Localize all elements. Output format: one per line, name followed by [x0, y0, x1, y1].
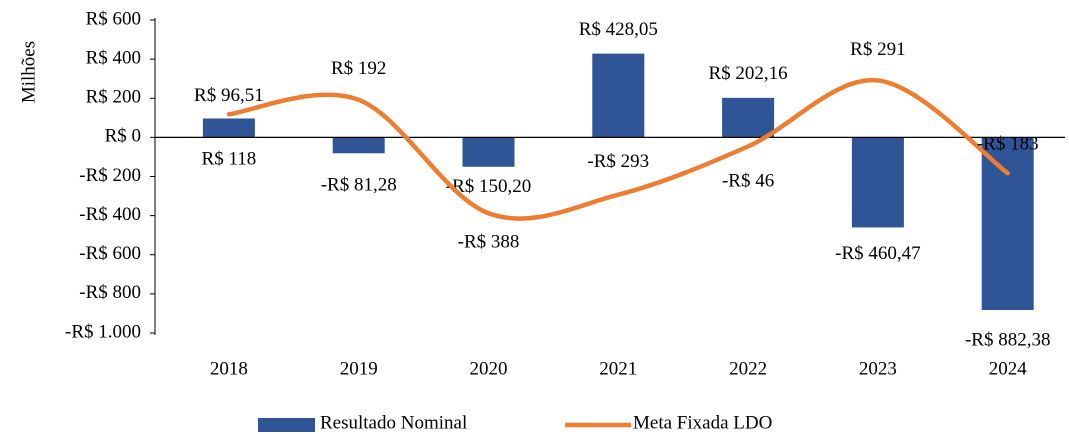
data-label: R$ 118 [202, 149, 257, 170]
x-tick-label: 2024 [989, 358, 1028, 379]
data-label: R$ 291 [850, 39, 905, 60]
x-tick-label: 2019 [340, 358, 378, 379]
x-tick-label: 2018 [210, 358, 248, 379]
y-tick-label: -R$ 1.000 [65, 321, 141, 342]
data-label: R$ 428,05 [579, 19, 658, 40]
bar [981, 137, 1034, 310]
y-tick-label: R$ 400 [86, 47, 141, 68]
bar [202, 118, 255, 138]
y-tick-label: -R$ 800 [79, 282, 141, 303]
y-tick-label: -R$ 400 [79, 204, 141, 225]
bar [462, 137, 515, 167]
data-label: R$ 192 [331, 58, 386, 79]
x-tick-label: 2022 [729, 358, 767, 379]
bar [332, 137, 385, 154]
bar [851, 137, 904, 228]
x-tick-label: 2020 [470, 358, 508, 379]
data-label: R$ 202,16 [709, 63, 788, 84]
data-label: -R$ 293 [587, 151, 649, 172]
y-tick-label: R$ 200 [86, 87, 141, 108]
y-tick-label: R$ 600 [86, 8, 141, 29]
y-tick-label: R$ 0 [105, 126, 141, 147]
line [226, 78, 1010, 221]
data-label: -R$ 460,47 [835, 243, 921, 264]
data-label: R$ 96,51 [194, 85, 264, 106]
y-axis-label: Milhões [18, 41, 39, 103]
data-label: -R$ 150,20 [446, 176, 532, 197]
y-tick-label: -R$ 600 [79, 243, 141, 264]
x-tick-label: 2021 [599, 358, 637, 379]
bar [592, 53, 645, 138]
data-label: -R$ 183 [977, 134, 1039, 155]
y-tick-label: -R$ 200 [79, 165, 141, 186]
x-tick-label: 2023 [859, 358, 897, 379]
data-label: -R$ 882,38 [965, 329, 1051, 350]
bar [722, 97, 775, 138]
data-label: -R$ 46 [722, 171, 774, 192]
data-label: -R$ 81,28 [321, 175, 397, 196]
legend-label: Resultado Nominal [320, 412, 467, 433]
legend-label: Meta Fixada LDO [633, 412, 772, 433]
legend-swatch [258, 418, 315, 432]
data-label: -R$ 388 [458, 232, 520, 253]
